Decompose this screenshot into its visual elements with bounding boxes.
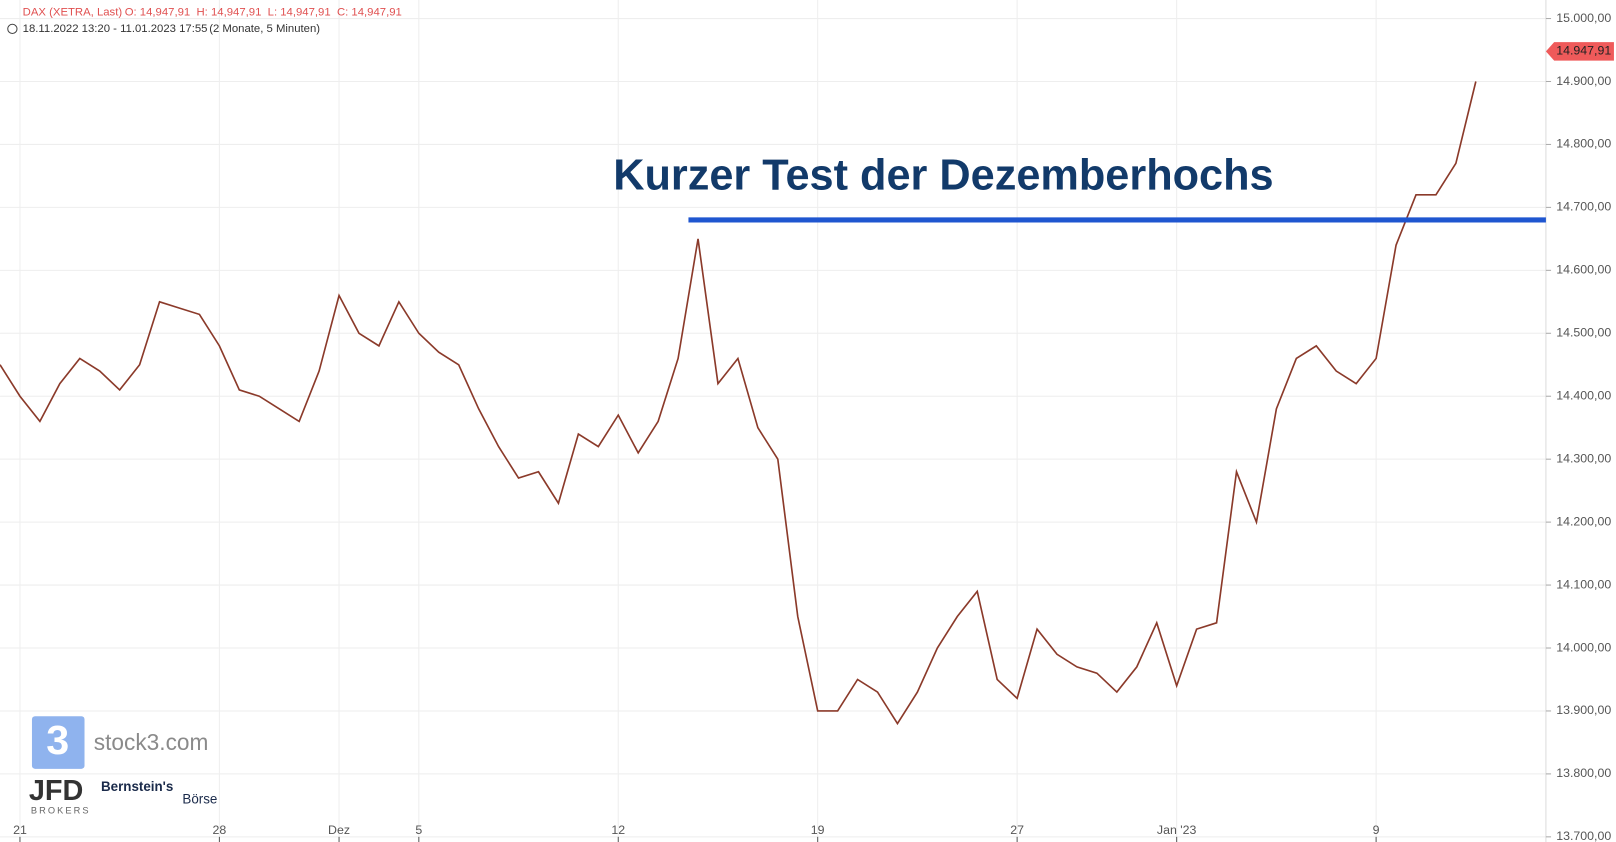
stock3-logo-icon	[31, 716, 85, 769]
clock-icon	[7, 23, 18, 35]
x-tick-label: 9	[1373, 823, 1380, 837]
x-tick-label: 28	[213, 823, 227, 837]
y-tick-label: 14.800,00	[1556, 137, 1611, 151]
ohlc: O: 14,947,91 H: 14,947,91 L: 14,947,91 C…	[125, 6, 402, 18]
x-tick-label: Dez	[328, 823, 350, 837]
y-tick-label: 14.400,00	[1556, 388, 1611, 402]
y-tick-label: 15.000,00	[1556, 11, 1611, 25]
last-price-tag	[1545, 42, 1614, 61]
x-tick-label: 12	[611, 823, 625, 837]
y-tick-label: 13.900,00	[1556, 703, 1611, 717]
y-tick-label: 14.200,00	[1556, 514, 1611, 528]
jfd-sub: BROKERS	[31, 806, 91, 816]
y-tick-label: 13.800,00	[1556, 766, 1611, 780]
boerse-logo: Börse	[182, 791, 217, 806]
x-tick-label: 21	[13, 823, 27, 837]
y-tick-label: 14.900,00	[1556, 74, 1611, 88]
instrument: DAX (XETRA, Last)	[23, 6, 123, 18]
y-tick-label: 14.600,00	[1556, 263, 1611, 277]
y-tick-label: 14.300,00	[1556, 451, 1611, 465]
x-tick-label: 5	[415, 823, 422, 837]
y-tick-label: 13.700,00	[1556, 829, 1611, 842]
period: (2 Monate, 5 Minuten)	[209, 23, 320, 35]
last-price-label: 14.947,91	[1556, 44, 1611, 58]
annotation: Kurzer Test der Dezemberhochs	[613, 152, 1273, 200]
x-tick-label: 19	[811, 823, 825, 837]
bernstein-logo: Bernstein's	[101, 779, 173, 794]
x-tick-label: 27	[1010, 823, 1024, 837]
stock3-logo: stock3.com	[94, 729, 209, 755]
logo-glyph: 3	[46, 717, 69, 763]
date-range: 18.11.2022 13:20 - 11.01.2023 17:55	[23, 23, 208, 35]
y-tick-label: 14.000,00	[1556, 640, 1611, 654]
x-tick-label: Jan '23	[1157, 823, 1197, 837]
y-tick-label: 14.700,00	[1556, 200, 1611, 214]
y-tick-label: 14.500,00	[1556, 326, 1611, 340]
price-line	[0, 81, 1477, 726]
jfd-logo: JFD	[29, 775, 84, 807]
y-tick-label: 14.100,00	[1556, 577, 1611, 591]
